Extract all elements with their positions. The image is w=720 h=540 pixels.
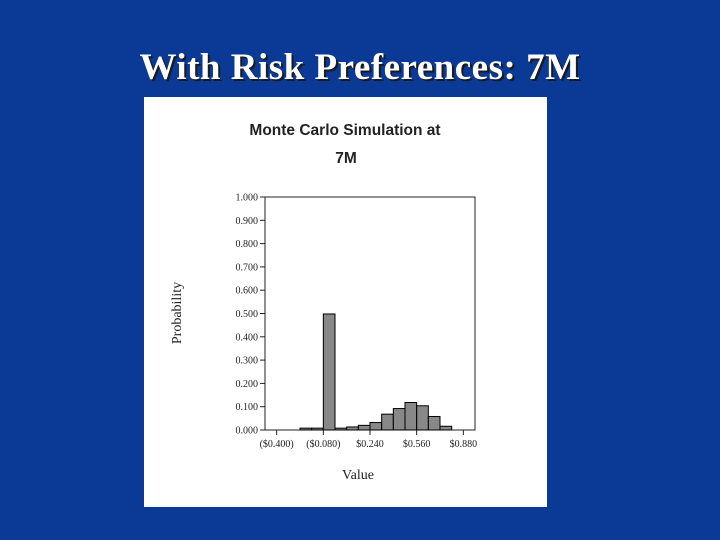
histogram-bar bbox=[439, 425, 453, 431]
x-tick-label: ($0.080) bbox=[306, 439, 340, 450]
histogram-chart: Monte Carlo Simulation at 7M 0.0000.1000… bbox=[170, 122, 478, 483]
histogram-bar bbox=[392, 408, 406, 431]
histogram-bar bbox=[334, 427, 348, 431]
y-tick-label: 0.900 bbox=[236, 216, 259, 227]
histogram-bar bbox=[427, 415, 441, 431]
histogram-bar bbox=[416, 405, 429, 431]
slide-title: With Risk Preferences: 7M bbox=[139, 47, 581, 88]
histogram-bar bbox=[299, 427, 313, 431]
histogram-bar bbox=[369, 422, 383, 431]
histogram-bar bbox=[357, 424, 371, 431]
x-tick-label: $0.240 bbox=[356, 439, 384, 450]
histogram-bar bbox=[404, 402, 418, 431]
y-tick-label: 0.500 bbox=[236, 309, 259, 320]
y-tick-label: 1.000 bbox=[236, 193, 259, 204]
histogram-bar bbox=[346, 426, 359, 431]
y-tick-label: 0.600 bbox=[236, 286, 259, 297]
histogram-bar bbox=[311, 427, 324, 431]
chart-title-line-1: Monte Carlo Simulation at bbox=[249, 122, 440, 139]
x-axis-label: Value bbox=[342, 468, 374, 483]
y-tick-label: 0.200 bbox=[236, 379, 259, 390]
y-tick-label: 0.100 bbox=[236, 402, 259, 413]
y-tick-label: 0.000 bbox=[236, 426, 259, 437]
y-axis-label: Probability bbox=[170, 282, 185, 344]
chart-title-line-2: 7M bbox=[335, 150, 357, 167]
x-tick-label: $0.560 bbox=[403, 439, 431, 450]
y-tick-label: 0.400 bbox=[236, 332, 259, 343]
y-tick-label: 0.800 bbox=[236, 239, 259, 250]
plot-frame bbox=[264, 196, 476, 431]
histogram-bars bbox=[299, 313, 453, 431]
y-tick-label: 0.700 bbox=[236, 262, 259, 273]
chart-panel: Monte Carlo Simulation at 7M 0.000 0.100 0… bbox=[144, 97, 547, 507]
histogram-bar bbox=[381, 413, 394, 431]
x-tick-label: $0.880 bbox=[450, 439, 478, 450]
y-axis-ticks: 0.000 0.100 0.200 0.300 0.400 0.500 0.600 0.700… bbox=[236, 193, 265, 437]
y-tick-label: 0.300 bbox=[236, 356, 259, 367]
histogram-bar bbox=[322, 313, 336, 431]
x-tick-label: ($0.400) bbox=[260, 439, 294, 450]
x-axis-ticks: ($0.400) ($0.080) $0.240 $0.560 $0.880 bbox=[260, 430, 478, 450]
